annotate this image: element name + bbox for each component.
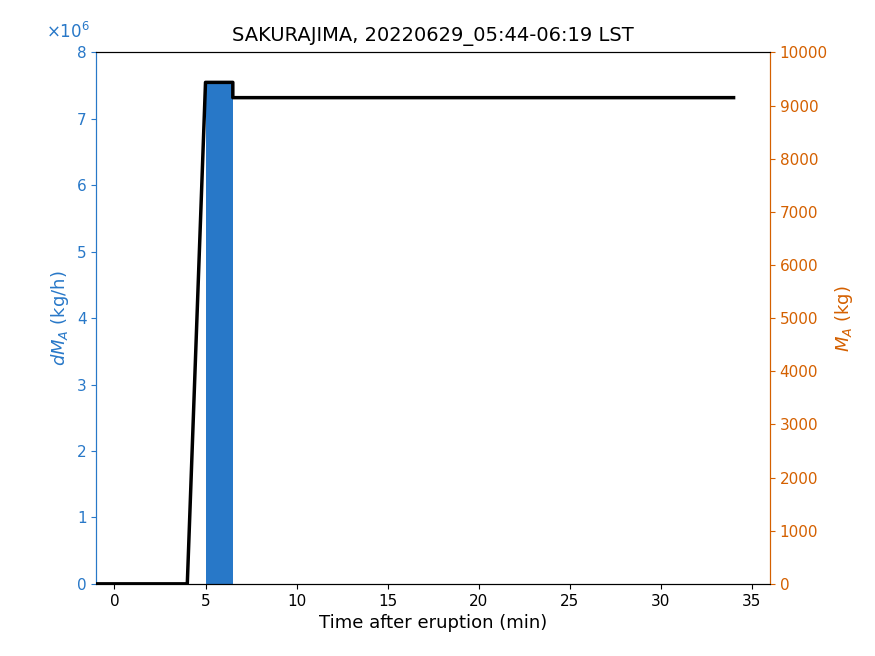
- Title: SAKURAJIMA, 20220629_05:44-06:19 LST: SAKURAJIMA, 20220629_05:44-06:19 LST: [232, 28, 634, 47]
- Y-axis label: $M_A$ (kg): $M_A$ (kg): [833, 285, 856, 352]
- Text: $\times 10^6$: $\times 10^6$: [46, 22, 89, 42]
- Y-axis label: $dM_A$ (kg/h): $dM_A$ (kg/h): [49, 270, 71, 366]
- Bar: [206, 83, 233, 584]
- X-axis label: Time after eruption (min): Time after eruption (min): [319, 614, 547, 632]
